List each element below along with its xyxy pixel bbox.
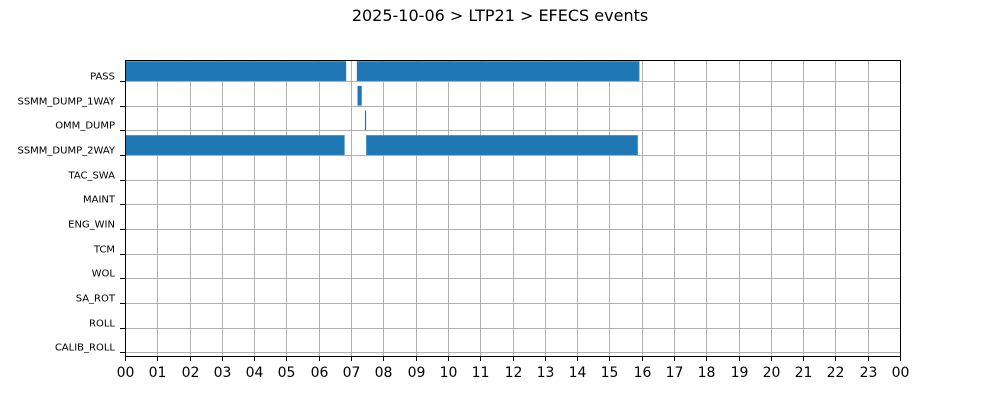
event-bar-pass [356, 61, 640, 81]
x-tick-label: 13 [537, 365, 555, 381]
y-tick-label: TAC_SWA [67, 171, 115, 182]
event-bar-ssmm-dump-2way [366, 135, 638, 155]
x-tick-label: 15 [601, 365, 619, 381]
x-tick-label: 00 [892, 365, 910, 381]
x-tick-label: 02 [182, 365, 200, 381]
tick-labels: 00 01 02 03 04 05 06 07 08 09 10 11 12 13 14 15 16 17 18 19… [17, 72, 909, 382]
x-tick-label: 19 [731, 365, 749, 381]
event-bar-ssmm-dump-1way [357, 85, 362, 106]
x-tick-label: 23 [860, 365, 878, 381]
x-tick-label: 04 [246, 365, 264, 381]
x-tick-label: 05 [278, 365, 296, 381]
y-tick-label: ROLL [89, 319, 115, 330]
y-tick-label: SSMM_DUMP_2WAY [17, 146, 115, 157]
y-tick-label: OMM_DUMP [55, 121, 115, 132]
x-tick-label: 14 [569, 365, 587, 381]
x-tick-label: 12 [505, 365, 523, 381]
y-tick-label: ENG_WIN [68, 220, 115, 231]
y-tick-label: MAINT [83, 195, 116, 206]
x-tick-label: 08 [375, 365, 393, 381]
x-tick-label: 00 [117, 365, 135, 381]
chart-title: 2025-10-06 > LTP21 > EFECS events [351, 6, 649, 25]
x-tick-label: 07 [343, 365, 361, 381]
x-tick-label: 21 [795, 365, 813, 381]
x-tick-label: 01 [149, 365, 167, 381]
x-tick-label: 18 [698, 365, 716, 381]
y-tick-label: SSMM_DUMP_1WAY [17, 97, 115, 108]
x-tick-label: 10 [440, 365, 458, 381]
event-bar-ssmm-dump-2way [125, 135, 345, 155]
y-tick-label: CALIB_ROLL [55, 343, 116, 354]
x-tick-label: 11 [472, 365, 490, 381]
y-tick-label: WOL [92, 269, 116, 280]
event-bars [125, 61, 640, 155]
y-tick-label: TCM [93, 245, 115, 256]
x-tick-label: 09 [408, 365, 426, 381]
grid [125, 60, 901, 356]
x-tick-label: 06 [311, 365, 329, 381]
x-tick-label: 20 [763, 365, 781, 381]
y-tick-label: SA_ROT [76, 294, 116, 305]
x-tick-label: 16 [634, 365, 652, 381]
x-tick-label: 22 [827, 365, 845, 381]
y-tick-label: PASS [90, 72, 115, 83]
axes [120, 60, 901, 361]
event-bar-pass [125, 61, 347, 81]
x-tick-label: 17 [666, 365, 684, 381]
event-bar-omm-dump [364, 110, 367, 131]
x-tick-label: 03 [214, 365, 232, 381]
